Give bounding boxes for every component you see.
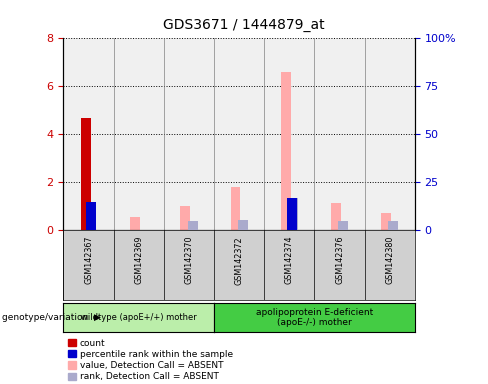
Bar <box>181 207 190 230</box>
Text: wildtype (apoE+/+) mother: wildtype (apoE+/+) mother <box>81 313 197 322</box>
Bar <box>338 221 348 230</box>
Text: GSM142369: GSM142369 <box>134 236 143 285</box>
Legend: count, percentile rank within the sample, value, Detection Call = ABSENT, rank, : count, percentile rank within the sample… <box>68 339 233 381</box>
Bar <box>287 198 297 230</box>
Bar <box>381 213 391 230</box>
Bar <box>281 72 291 230</box>
Text: apolipoprotein E-deficient
(apoE-/-) mother: apolipoprotein E-deficient (apoE-/-) mot… <box>256 308 373 328</box>
Text: genotype/variation  ▶: genotype/variation ▶ <box>2 313 102 322</box>
Bar <box>81 118 91 230</box>
Bar <box>187 221 198 230</box>
Bar <box>130 217 140 230</box>
Text: GDS3671 / 1444879_at: GDS3671 / 1444879_at <box>163 18 325 32</box>
Bar <box>388 221 398 230</box>
Text: GSM142374: GSM142374 <box>285 236 294 285</box>
Bar <box>331 203 341 230</box>
Text: GSM142376: GSM142376 <box>335 236 344 285</box>
Bar <box>86 202 96 230</box>
Text: GSM142380: GSM142380 <box>385 236 394 284</box>
Bar <box>230 187 241 230</box>
Bar <box>288 198 298 230</box>
Text: GSM142372: GSM142372 <box>235 236 244 285</box>
Bar <box>238 220 248 230</box>
Text: GSM142370: GSM142370 <box>184 236 193 285</box>
Text: GSM142367: GSM142367 <box>84 236 93 285</box>
